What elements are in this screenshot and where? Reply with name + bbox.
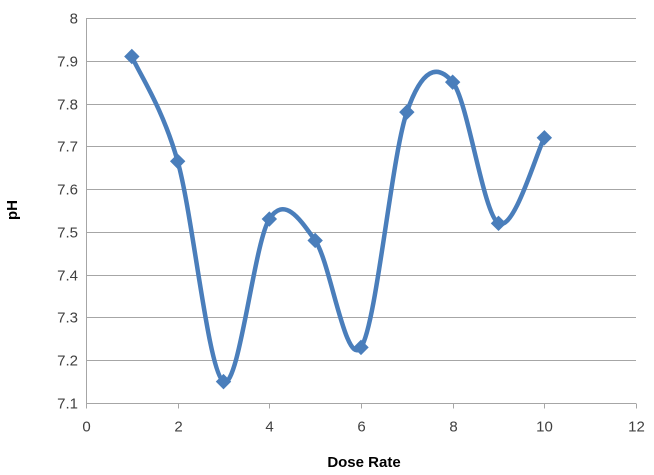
series-line (129, 54, 547, 384)
x-tick-labels: 0 2 4 6 8 10 12 (82, 419, 645, 436)
y-tick-label: 7.9 (57, 54, 78, 71)
data-point (215, 373, 232, 390)
marker-layer (124, 48, 553, 390)
y-tick-label: 7.2 (57, 353, 78, 370)
gridlines (86, 18, 636, 361)
x-tick-label: 0 (82, 419, 90, 436)
x-tick-label: 8 (449, 419, 457, 436)
data-point (307, 232, 323, 249)
data-point (124, 48, 140, 65)
y-tick-labels: 7.1 7.2 7.3 7.4 7.5 7.6 7.7 7.8 7.9 8 (57, 11, 78, 413)
data-point (353, 339, 369, 356)
y-tick-label: 8 (70, 11, 78, 28)
y-tick-label: 7.6 (57, 182, 78, 199)
data-point (169, 153, 186, 170)
y-tick-label: 7.8 (57, 97, 78, 114)
data-point (536, 130, 553, 146)
series-layer (129, 54, 547, 384)
data-point (444, 74, 461, 90)
x-tick-label: 12 (628, 419, 645, 436)
y-axis-title: pH (4, 200, 21, 220)
data-point (399, 104, 415, 120)
x-tick-label: 10 (536, 419, 553, 436)
x-tick-label: 2 (174, 419, 182, 436)
x-tick-label: 6 (357, 419, 365, 436)
axes (86, 18, 637, 409)
x-tick-label: 4 (265, 419, 273, 436)
data-point (261, 211, 278, 227)
y-tick-label: 7.7 (57, 139, 78, 156)
y-tick-label: 7.4 (57, 268, 78, 285)
x-axis-title: Dose Rate (327, 454, 400, 471)
data-point (490, 215, 507, 232)
y-tick-label: 7.5 (57, 225, 78, 242)
y-tick-label: 7.1 (57, 396, 78, 413)
y-tick-label: 7.3 (57, 310, 78, 327)
